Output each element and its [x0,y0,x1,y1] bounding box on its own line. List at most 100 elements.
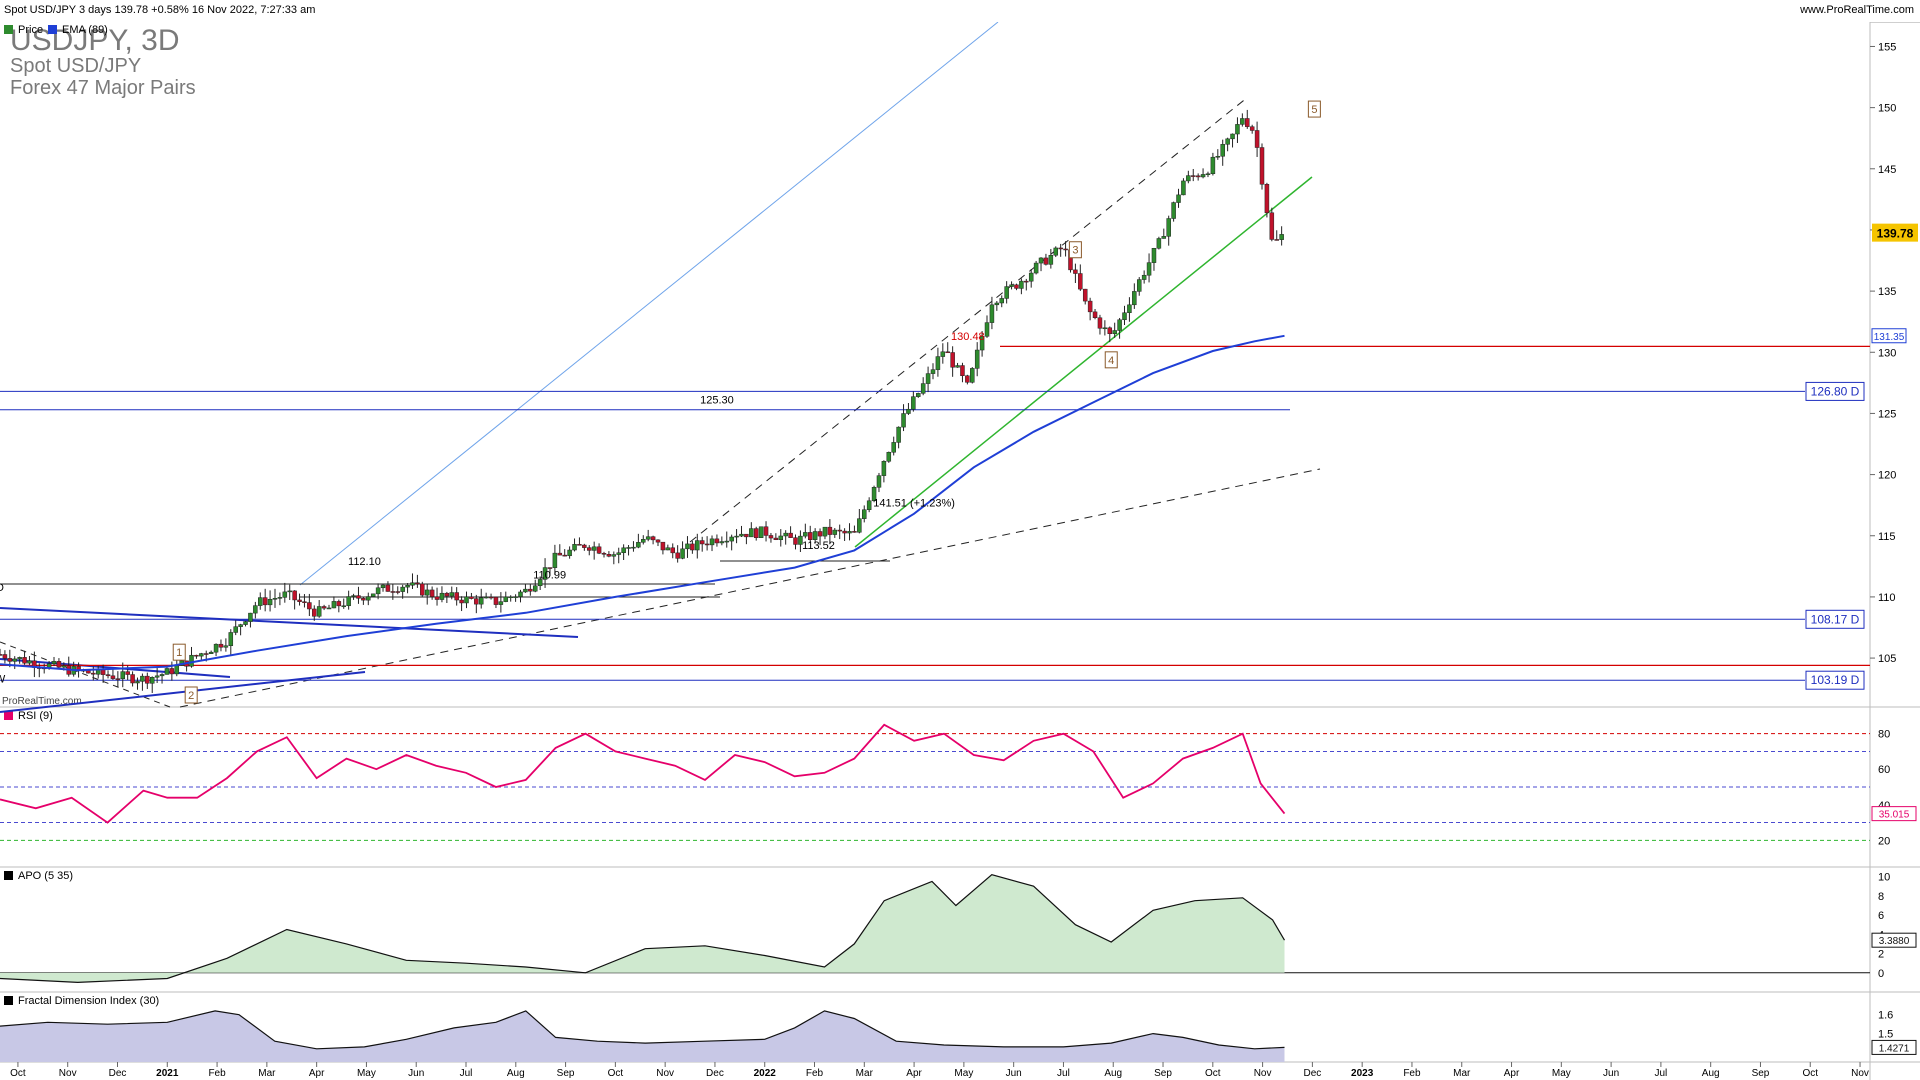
candle-body [1063,248,1068,251]
candle-body [1019,280,1024,289]
candle-body [174,665,180,675]
candle-body [729,536,734,542]
candle-body [56,661,62,668]
candle-body [626,547,631,549]
candle-body [415,582,420,585]
candle-body [1235,124,1240,135]
candle-body [238,624,243,627]
candle-body [572,544,577,551]
candle-body [1191,175,1196,177]
wave-label: 3 [1072,245,1078,257]
candle-body [316,606,322,617]
candle-body [1053,247,1059,256]
candle-body [999,298,1004,304]
chart-canvas: USDJPY, 3D Spot USD/JPY Forex 47 Major P… [0,22,1920,1080]
candle-body [253,605,258,614]
candle-body [577,544,582,546]
candle-body [1033,262,1039,274]
ema-last-label: 131.35 [1874,332,1905,343]
price-annotation: 112.10 [348,556,381,568]
candle-body [208,651,214,655]
candle-body [965,375,970,383]
apo-tick-label: 2 [1878,949,1884,961]
candle-body [1274,239,1279,241]
candle-body [429,589,435,597]
candle-body [420,583,425,596]
candle-body [1078,273,1083,290]
candle-body [262,597,268,606]
level-tag-label: 126.80 D [1811,384,1860,398]
x-tick-label: May [954,1068,973,1079]
rsi-legend: RSI (9) [4,710,53,722]
apo-tick-label: 0 [1878,968,1884,980]
candle-body [439,592,445,600]
candle-body [812,531,818,540]
candle-body [1181,180,1186,196]
candle-body [1210,156,1216,175]
level-tag-box [1805,609,1865,629]
candle-body [1200,174,1206,178]
candle-body [267,599,273,606]
candle-body [1161,236,1167,239]
candle-body [17,657,22,660]
candle-body [483,596,489,599]
candle-body [906,408,911,414]
candle-body [223,645,229,648]
candle-body [375,587,381,595]
levels-layer: 126.80 D 108.17 D 103.19 D [0,345,1870,690]
candle-body [753,528,759,538]
site-link[interactable]: www.ProRealTime.com [1800,4,1914,16]
level-tag-box [1805,381,1865,401]
candle-body [410,582,415,586]
level-tag-label: 108.17 D [1811,612,1860,626]
candle-body [444,592,450,597]
price-tick-label: 125 [1878,408,1896,420]
candle-body [591,546,597,551]
candle-body [675,552,680,559]
fdi-legend-title: Fractal Dimension Index (30) [18,995,159,1007]
x-tick-label: 2021 [156,1068,179,1079]
candle-body [704,543,710,546]
candle-body [645,536,651,540]
candle-body [773,537,779,541]
candle-body [385,584,391,592]
candle-body [925,373,931,384]
wave-label-box [1104,351,1118,369]
candle-body [1205,173,1211,176]
wave-label-box [172,643,186,661]
rsi-last-label: 35.015 [1879,810,1910,821]
candle-body [1186,175,1191,182]
x-tick-label: Apr [1504,1068,1520,1079]
candle-body [842,530,847,534]
watermark-group: Forex 47 Major Pairs [10,77,196,99]
x-tick-label: Nov [1254,1068,1272,1079]
candle-body [1082,288,1088,302]
candle-body [920,383,926,394]
x-tick-label: 2023 [1351,1068,1374,1079]
candle-body [866,500,872,510]
candle-body [331,601,337,609]
axes-layer: 105110115120125130135140145150155139.781… [10,41,1918,1079]
watermark: USDJPY, 3D Spot USD/JPY Forex 47 Major P… [10,24,196,99]
candle-body [1127,304,1132,313]
candle-body [434,596,440,600]
candle-body [979,336,985,351]
upper-channel-dashed [689,96,1249,543]
candle-body [685,543,690,550]
price-tick-label: 150 [1878,103,1896,115]
x-tick-label: Jul [460,1068,473,1079]
candle-body [1058,247,1063,250]
candle-body [587,547,592,551]
rsi-legend-swatch [4,711,13,720]
watermark-name: Spot USD/JPY [10,55,141,77]
x-tick-label: Nov [59,1068,77,1079]
brand-mark: ProRealTime.com [2,696,82,707]
x-tick-label: Oct [1802,1068,1818,1079]
candle-body [660,541,666,551]
x-tick-label: May [1552,1068,1571,1079]
x-tick-label: Jun [408,1068,424,1079]
candle-body [1112,330,1117,334]
candle-body [631,546,636,549]
x-tick-label: Mar [258,1068,276,1079]
candle-body [115,678,121,680]
